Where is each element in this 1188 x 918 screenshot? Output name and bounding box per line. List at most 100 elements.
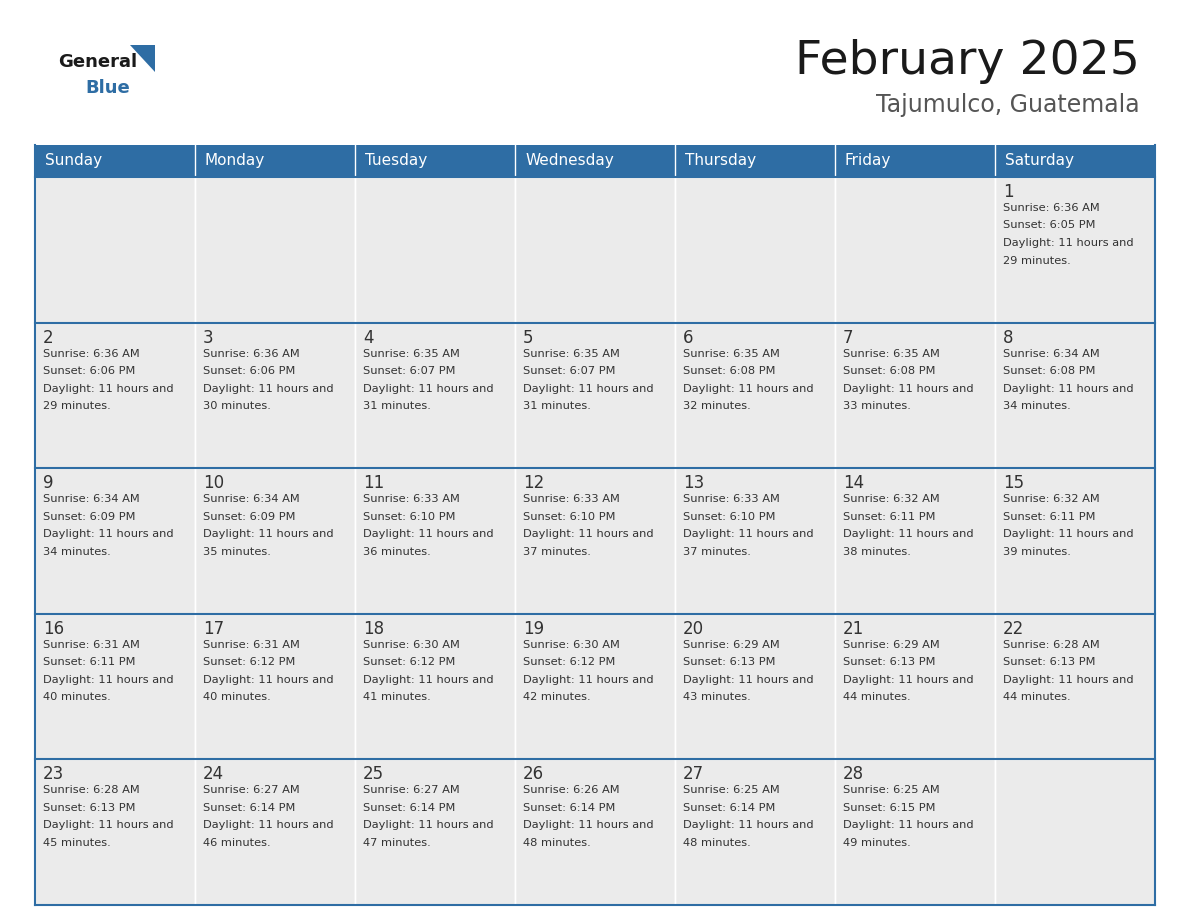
- Text: Sunset: 6:06 PM: Sunset: 6:06 PM: [43, 366, 135, 376]
- Text: 2: 2: [43, 329, 53, 347]
- Text: Sunset: 6:13 PM: Sunset: 6:13 PM: [1003, 657, 1095, 667]
- Text: Daylight: 11 hours and: Daylight: 11 hours and: [203, 821, 334, 831]
- Text: Sunrise: 6:27 AM: Sunrise: 6:27 AM: [364, 786, 460, 795]
- Text: Sunrise: 6:29 AM: Sunrise: 6:29 AM: [683, 640, 779, 650]
- Text: Sunrise: 6:34 AM: Sunrise: 6:34 AM: [43, 494, 140, 504]
- Text: 19: 19: [523, 620, 544, 638]
- Text: Sunday: Sunday: [45, 153, 102, 169]
- Text: Sunrise: 6:33 AM: Sunrise: 6:33 AM: [364, 494, 460, 504]
- Text: Sunset: 6:05 PM: Sunset: 6:05 PM: [1003, 220, 1095, 230]
- Text: Daylight: 11 hours and: Daylight: 11 hours and: [1003, 238, 1133, 248]
- Text: Daylight: 11 hours and: Daylight: 11 hours and: [523, 529, 653, 539]
- Bar: [34, 322, 195, 468]
- Text: 4: 4: [364, 329, 373, 347]
- Text: 24: 24: [203, 766, 225, 783]
- Text: Sunset: 6:11 PM: Sunset: 6:11 PM: [843, 511, 935, 521]
- Bar: [355, 322, 516, 468]
- Bar: [516, 177, 675, 322]
- Bar: [355, 614, 516, 759]
- Bar: [195, 322, 355, 468]
- Text: Daylight: 11 hours and: Daylight: 11 hours and: [203, 529, 334, 539]
- Text: 20: 20: [683, 620, 704, 638]
- Bar: [835, 759, 996, 905]
- Text: Sunrise: 6:35 AM: Sunrise: 6:35 AM: [364, 349, 460, 359]
- Polygon shape: [129, 45, 154, 72]
- Text: 41 minutes.: 41 minutes.: [364, 692, 431, 702]
- Text: Sunrise: 6:33 AM: Sunrise: 6:33 AM: [523, 494, 620, 504]
- Text: Sunrise: 6:27 AM: Sunrise: 6:27 AM: [203, 786, 299, 795]
- Text: Sunset: 6:08 PM: Sunset: 6:08 PM: [843, 366, 935, 376]
- Bar: [195, 614, 355, 759]
- Text: Sunset: 6:10 PM: Sunset: 6:10 PM: [523, 511, 615, 521]
- Text: Saturday: Saturday: [1005, 153, 1074, 169]
- Text: 31 minutes.: 31 minutes.: [364, 401, 431, 411]
- Text: 13: 13: [683, 475, 704, 492]
- Text: Daylight: 11 hours and: Daylight: 11 hours and: [364, 384, 494, 394]
- Text: 32 minutes.: 32 minutes.: [683, 401, 751, 411]
- Text: Sunset: 6:11 PM: Sunset: 6:11 PM: [43, 657, 135, 667]
- Text: 30 minutes.: 30 minutes.: [203, 401, 271, 411]
- Bar: [675, 468, 835, 614]
- Text: Sunrise: 6:32 AM: Sunrise: 6:32 AM: [843, 494, 940, 504]
- Text: Sunrise: 6:31 AM: Sunrise: 6:31 AM: [203, 640, 299, 650]
- Text: 15: 15: [1003, 475, 1024, 492]
- Text: 21: 21: [843, 620, 864, 638]
- Text: 7: 7: [843, 329, 853, 347]
- Text: 5: 5: [523, 329, 533, 347]
- Text: Daylight: 11 hours and: Daylight: 11 hours and: [364, 675, 494, 685]
- Text: 45 minutes.: 45 minutes.: [43, 838, 110, 848]
- Text: 44 minutes.: 44 minutes.: [1003, 692, 1070, 702]
- Text: Daylight: 11 hours and: Daylight: 11 hours and: [43, 529, 173, 539]
- Text: 39 minutes.: 39 minutes.: [1003, 547, 1070, 556]
- Text: 31 minutes.: 31 minutes.: [523, 401, 590, 411]
- Text: Daylight: 11 hours and: Daylight: 11 hours and: [1003, 675, 1133, 685]
- Text: Sunrise: 6:32 AM: Sunrise: 6:32 AM: [1003, 494, 1100, 504]
- Bar: [996, 759, 1155, 905]
- Text: Daylight: 11 hours and: Daylight: 11 hours and: [843, 384, 974, 394]
- Text: 49 minutes.: 49 minutes.: [843, 838, 911, 848]
- Text: Sunrise: 6:34 AM: Sunrise: 6:34 AM: [203, 494, 299, 504]
- Text: 8: 8: [1003, 329, 1013, 347]
- Text: 43 minutes.: 43 minutes.: [683, 692, 751, 702]
- Text: 34 minutes.: 34 minutes.: [1003, 401, 1070, 411]
- Text: 29 minutes.: 29 minutes.: [43, 401, 110, 411]
- Text: Sunset: 6:09 PM: Sunset: 6:09 PM: [43, 511, 135, 521]
- Bar: [675, 177, 835, 322]
- Text: Wednesday: Wednesday: [525, 153, 614, 169]
- Text: 40 minutes.: 40 minutes.: [43, 692, 110, 702]
- Text: Sunrise: 6:30 AM: Sunrise: 6:30 AM: [364, 640, 460, 650]
- Text: Daylight: 11 hours and: Daylight: 11 hours and: [43, 384, 173, 394]
- Text: 1: 1: [1003, 183, 1013, 201]
- Bar: [996, 177, 1155, 322]
- Bar: [34, 759, 195, 905]
- Text: Blue: Blue: [86, 79, 129, 97]
- Text: 3: 3: [203, 329, 214, 347]
- Text: Tajumulco, Guatemala: Tajumulco, Guatemala: [877, 93, 1140, 117]
- Bar: [34, 177, 195, 322]
- Text: Sunset: 6:06 PM: Sunset: 6:06 PM: [203, 366, 296, 376]
- Text: Sunset: 6:13 PM: Sunset: 6:13 PM: [43, 803, 135, 813]
- Text: 38 minutes.: 38 minutes.: [843, 547, 911, 556]
- Text: Daylight: 11 hours and: Daylight: 11 hours and: [523, 821, 653, 831]
- Text: Daylight: 11 hours and: Daylight: 11 hours and: [683, 384, 814, 394]
- Bar: [355, 468, 516, 614]
- Text: 27: 27: [683, 766, 704, 783]
- Text: Daylight: 11 hours and: Daylight: 11 hours and: [843, 675, 974, 685]
- Text: Sunrise: 6:28 AM: Sunrise: 6:28 AM: [43, 786, 140, 795]
- Bar: [516, 614, 675, 759]
- Text: Sunrise: 6:35 AM: Sunrise: 6:35 AM: [683, 349, 779, 359]
- Text: Daylight: 11 hours and: Daylight: 11 hours and: [43, 821, 173, 831]
- Text: Daylight: 11 hours and: Daylight: 11 hours and: [364, 529, 494, 539]
- Text: Daylight: 11 hours and: Daylight: 11 hours and: [203, 675, 334, 685]
- Text: 11: 11: [364, 475, 384, 492]
- Text: Sunset: 6:08 PM: Sunset: 6:08 PM: [1003, 366, 1095, 376]
- Text: Sunset: 6:07 PM: Sunset: 6:07 PM: [523, 366, 615, 376]
- Text: Sunset: 6:12 PM: Sunset: 6:12 PM: [523, 657, 615, 667]
- Bar: [516, 322, 675, 468]
- Bar: [996, 614, 1155, 759]
- Text: Sunset: 6:12 PM: Sunset: 6:12 PM: [364, 657, 455, 667]
- Text: 46 minutes.: 46 minutes.: [203, 838, 271, 848]
- Bar: [675, 614, 835, 759]
- Text: Daylight: 11 hours and: Daylight: 11 hours and: [523, 384, 653, 394]
- Text: 9: 9: [43, 475, 53, 492]
